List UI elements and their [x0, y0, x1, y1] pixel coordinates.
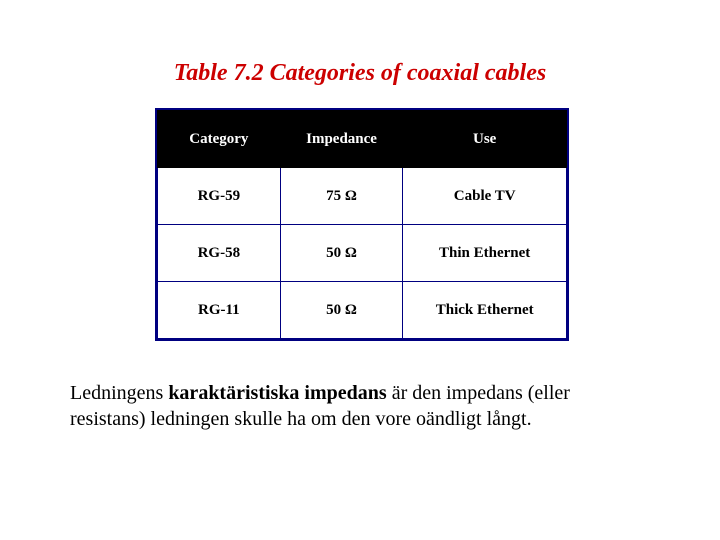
coax-table-wrap: Category Impedance Use RG-59 75 Ω Cable …	[155, 108, 569, 341]
coax-table: Category Impedance Use RG-59 75 Ω Cable …	[157, 110, 567, 339]
cell-use: Thick Ethernet	[403, 282, 567, 339]
col-header-use: Use	[403, 111, 567, 168]
col-header-impedance: Impedance	[280, 111, 403, 168]
table-row: RG-59 75 Ω Cable TV	[158, 168, 567, 225]
cell-category: RG-59	[158, 168, 281, 225]
cell-impedance: 50 Ω	[280, 225, 403, 282]
table-header-row: Category Impedance Use	[158, 111, 567, 168]
cell-use: Cable TV	[403, 168, 567, 225]
cell-category: RG-11	[158, 282, 281, 339]
cell-impedance: 75 Ω	[280, 168, 403, 225]
slide: Table 7.2 Categories of coaxial cables C…	[0, 0, 720, 540]
table-row: RG-11 50 Ω Thick Ethernet	[158, 282, 567, 339]
col-header-category: Category	[158, 111, 281, 168]
table-row: RG-58 50 Ω Thin Ethernet	[158, 225, 567, 282]
caption-bold: karaktäristiska impedans	[168, 382, 386, 404]
cell-use: Thin Ethernet	[403, 225, 567, 282]
table-title: Table 7.2 Categories of coaxial cables	[0, 60, 720, 87]
caption-paragraph: Ledningens karaktäristiska impedans är d…	[70, 380, 650, 432]
caption-pre: Ledningens	[70, 382, 168, 404]
cell-impedance: 50 Ω	[280, 282, 403, 339]
cell-category: RG-58	[158, 225, 281, 282]
